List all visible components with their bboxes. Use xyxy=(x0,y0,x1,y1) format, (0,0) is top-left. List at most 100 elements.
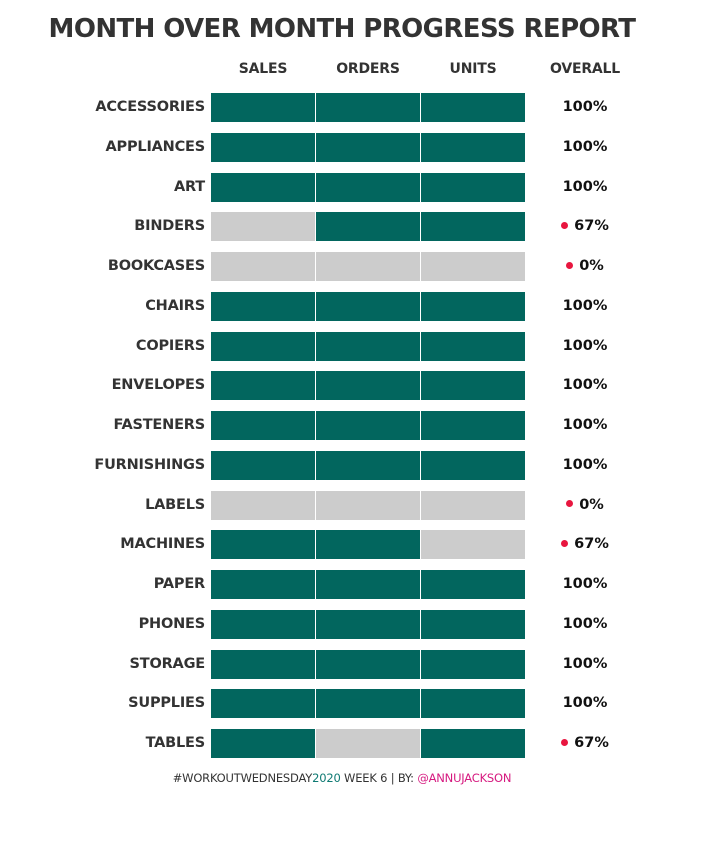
overall-percent: 100% xyxy=(540,616,630,632)
row-label: PAPER xyxy=(153,576,205,592)
cell-sales-met[interactable] xyxy=(211,132,315,162)
cell-sales-met[interactable] xyxy=(211,530,315,560)
overall-value: 100% xyxy=(562,695,608,712)
footer-week: WEEK 6 | BY: xyxy=(340,771,418,785)
cell-orders-met[interactable] xyxy=(316,649,420,679)
cell-sales-met[interactable] xyxy=(211,331,315,361)
cell-sales-met[interactable] xyxy=(211,570,315,599)
cell-sales-met[interactable] xyxy=(211,689,315,719)
overall-percent: 67% xyxy=(540,735,630,751)
cell-units-met[interactable] xyxy=(421,172,525,202)
cell-orders-met[interactable] xyxy=(316,609,420,639)
overall-percent: 0% xyxy=(540,497,630,513)
cell-units-met[interactable] xyxy=(421,212,525,242)
cell-orders-met[interactable] xyxy=(316,411,420,440)
overall-percent: 100% xyxy=(540,179,630,195)
row-label: STORAGE xyxy=(129,655,206,672)
overall-percent: 100% xyxy=(540,656,630,672)
cell-units-met[interactable] xyxy=(421,649,525,679)
footer-credit: #WORKOUTWEDNESDAY2020 WEEK 6 | BY: @ANNU… xyxy=(0,771,684,785)
cell-units-met[interactable] xyxy=(421,291,525,321)
cell-sales-met[interactable] xyxy=(211,729,315,758)
row-label: LABELS xyxy=(145,496,205,513)
cell-orders-met[interactable] xyxy=(316,371,420,401)
cell-sales-not-met[interactable] xyxy=(211,212,315,242)
cell-sales-not-met[interactable] xyxy=(211,252,315,281)
cell-sales-met[interactable] xyxy=(211,291,315,321)
cell-units-not-met[interactable] xyxy=(421,252,525,281)
cell-orders-met[interactable] xyxy=(316,172,420,202)
cell-sales-met[interactable] xyxy=(211,371,315,401)
page-title: MONTH OVER MONTH PROGRESS REPORT xyxy=(48,14,636,44)
cell-orders-met[interactable] xyxy=(316,93,420,122)
cell-units-met[interactable] xyxy=(421,450,525,480)
overall-percent: 100% xyxy=(540,695,630,711)
cell-units-met[interactable] xyxy=(421,371,525,401)
overall-value: 100% xyxy=(562,615,608,632)
cell-units-met[interactable] xyxy=(421,729,525,758)
cell-orders-met[interactable] xyxy=(316,570,420,599)
overall-value: 100% xyxy=(562,99,608,115)
row-label: ART xyxy=(173,178,205,195)
cell-orders-met[interactable] xyxy=(316,212,420,242)
cell-orders-not-met[interactable] xyxy=(316,729,420,758)
overall-value: 100% xyxy=(562,337,608,354)
cell-sales-met[interactable] xyxy=(211,450,315,480)
overall-value: 100% xyxy=(562,456,608,473)
overall-percent: 100% xyxy=(540,338,630,354)
row-label: TABLES xyxy=(145,735,206,751)
overall-value: 100% xyxy=(562,138,608,155)
overall-value: 67% xyxy=(574,536,609,553)
column-header-overall: OVERALL xyxy=(550,61,620,77)
cell-orders-met[interactable] xyxy=(316,331,420,361)
overall-percent: 100% xyxy=(540,576,630,592)
overall-percent: 67% xyxy=(540,536,630,552)
overall-value: 100% xyxy=(562,178,608,195)
cell-units-met[interactable] xyxy=(421,609,525,639)
overall-percent: 100% xyxy=(540,417,630,433)
cell-sales-met[interactable] xyxy=(211,609,315,639)
row-label: ACCESSORIES xyxy=(95,99,205,115)
cell-units-met[interactable] xyxy=(421,689,525,719)
cell-sales-met[interactable] xyxy=(211,93,315,122)
row-label: ENVELOPES xyxy=(111,377,206,394)
cell-units-met[interactable] xyxy=(421,93,525,122)
row-label: FASTENERS xyxy=(113,417,205,433)
cell-sales-met[interactable] xyxy=(211,172,315,202)
cell-sales-met[interactable] xyxy=(211,649,315,679)
cell-units-met[interactable] xyxy=(421,570,525,599)
cell-orders-met[interactable] xyxy=(316,291,420,321)
overall-percent: 0% xyxy=(540,258,630,274)
cell-orders-met[interactable] xyxy=(316,530,420,560)
cell-sales-not-met[interactable] xyxy=(211,490,315,520)
cell-sales-met[interactable] xyxy=(211,411,315,440)
column-header-units: UNITS xyxy=(449,61,497,77)
cell-orders-met[interactable] xyxy=(316,132,420,162)
overall-percent: 100% xyxy=(540,139,630,155)
cell-orders-not-met[interactable] xyxy=(316,490,420,520)
column-header-orders: ORDERS xyxy=(336,61,400,77)
cell-orders-not-met[interactable] xyxy=(316,252,420,281)
footer-hashtag: #WORKOUTWEDNESDAY xyxy=(172,771,313,785)
overall-value: 0% xyxy=(579,496,604,513)
cell-units-not-met[interactable] xyxy=(421,490,525,520)
footer-author-link[interactable]: @ANNUJACKSON xyxy=(417,771,512,785)
column-header-sales: SALES xyxy=(238,61,288,77)
cell-units-met[interactable] xyxy=(421,132,525,162)
cell-orders-met[interactable] xyxy=(316,689,420,719)
cell-units-not-met[interactable] xyxy=(421,530,525,560)
alert-dot-icon xyxy=(561,738,569,746)
row-label: PHONES xyxy=(138,615,206,632)
cell-units-met[interactable] xyxy=(421,331,525,361)
row-label: CHAIRS xyxy=(145,297,205,314)
overall-percent: 100% xyxy=(540,99,630,115)
alert-dot-icon xyxy=(561,539,569,547)
overall-percent: 67% xyxy=(540,218,630,234)
row-label: BINDERS xyxy=(134,218,205,235)
cell-units-met[interactable] xyxy=(421,411,525,440)
cell-orders-met[interactable] xyxy=(316,450,420,480)
overall-value: 0% xyxy=(579,258,604,274)
footer-year: 2020 xyxy=(312,771,341,785)
overall-value: 100% xyxy=(562,576,608,592)
